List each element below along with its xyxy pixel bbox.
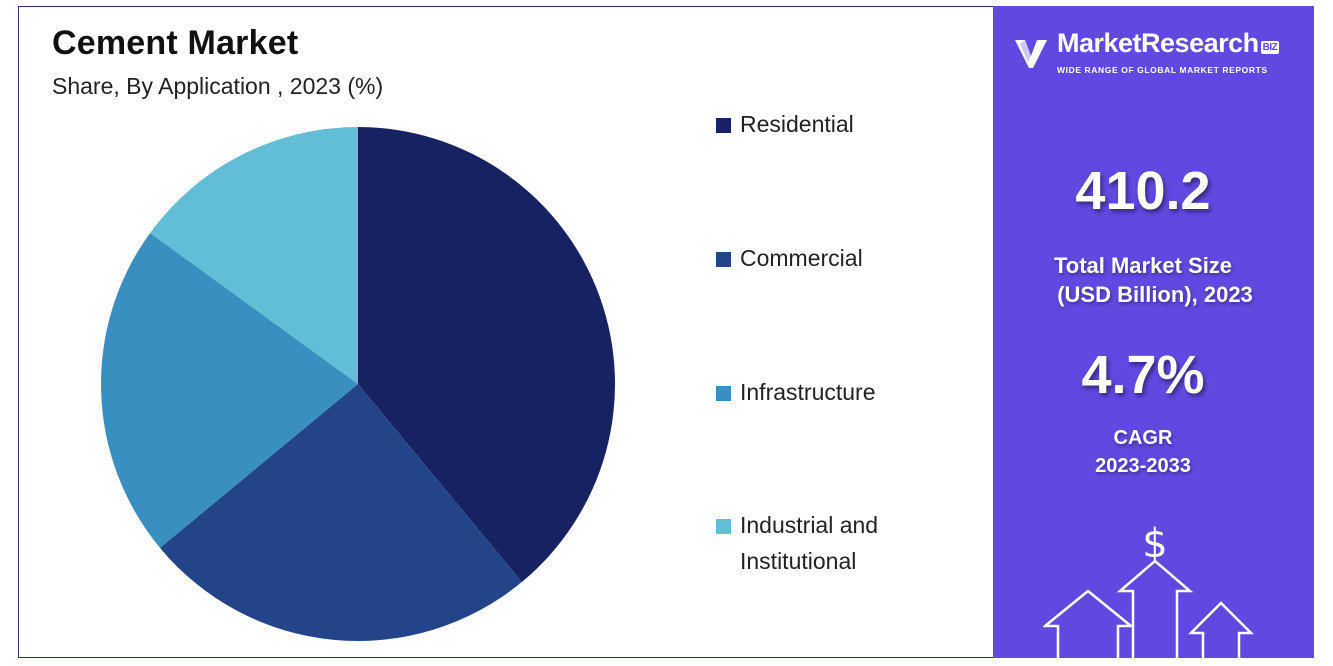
legend-item-commercial: Commercial [716, 245, 940, 276]
cagr-label-line1: CAGR [1113, 427, 1173, 449]
legend-swatch [716, 118, 731, 133]
cagr-value: 4.7% [1081, 345, 1205, 405]
legend-label: Industrial and Institutional [740, 512, 879, 574]
market-size-label-line2: (USD Billion), 2023 [1057, 282, 1253, 307]
brand-logo-block: MarketResearch BIZ WIDE RANGE OF GLOBAL M… [1011, 28, 1280, 75]
legend-swatch [716, 386, 731, 401]
legend-label: Residential [740, 111, 854, 137]
legend-item-infrastructure: Infrastructure [716, 379, 940, 410]
chart-subtitle: Share, By Application , 2023 (%) [52, 73, 384, 99]
summary-panel: MarketResearch BIZ WIDE RANGE OF GLOBAL M… [993, 6, 1314, 661]
pie-slice-residential [358, 127, 616, 583]
market-size-value: 410.2 [1075, 161, 1211, 221]
market-size-label-line1: Total Market Size [1053, 253, 1233, 278]
legend-item-industrial-and-institutional: Industrial and Institutional [716, 512, 940, 579]
chart-title: Cement Market [52, 24, 299, 62]
rising-arrows-dollar-icon: $ [1043, 521, 1255, 661]
brand-name: MarketResearch BIZ [1057, 28, 1280, 58]
dollar-icon: $ [1142, 521, 1167, 567]
brand-mark-icon [1015, 39, 1047, 68]
cagr-label-line2: 2023-2033 [1095, 455, 1191, 477]
legend-swatch [716, 519, 731, 534]
legend-label: Commercial [740, 245, 863, 271]
legend-swatch [716, 252, 731, 267]
pie-slice-infrastructure [100, 232, 358, 548]
legend-item-residential: Residential [716, 111, 940, 142]
legend-label: Infrastructure [740, 379, 876, 405]
pie-slice-commercial [159, 384, 522, 642]
brand-tagline: WIDE RANGE OF GLOBAL MARKET REPORTS [1057, 65, 1268, 75]
brand-badge: BIZ [1260, 41, 1280, 54]
pie-chart [100, 127, 616, 642]
pie-slice-industrial-and-institutional [150, 127, 358, 384]
